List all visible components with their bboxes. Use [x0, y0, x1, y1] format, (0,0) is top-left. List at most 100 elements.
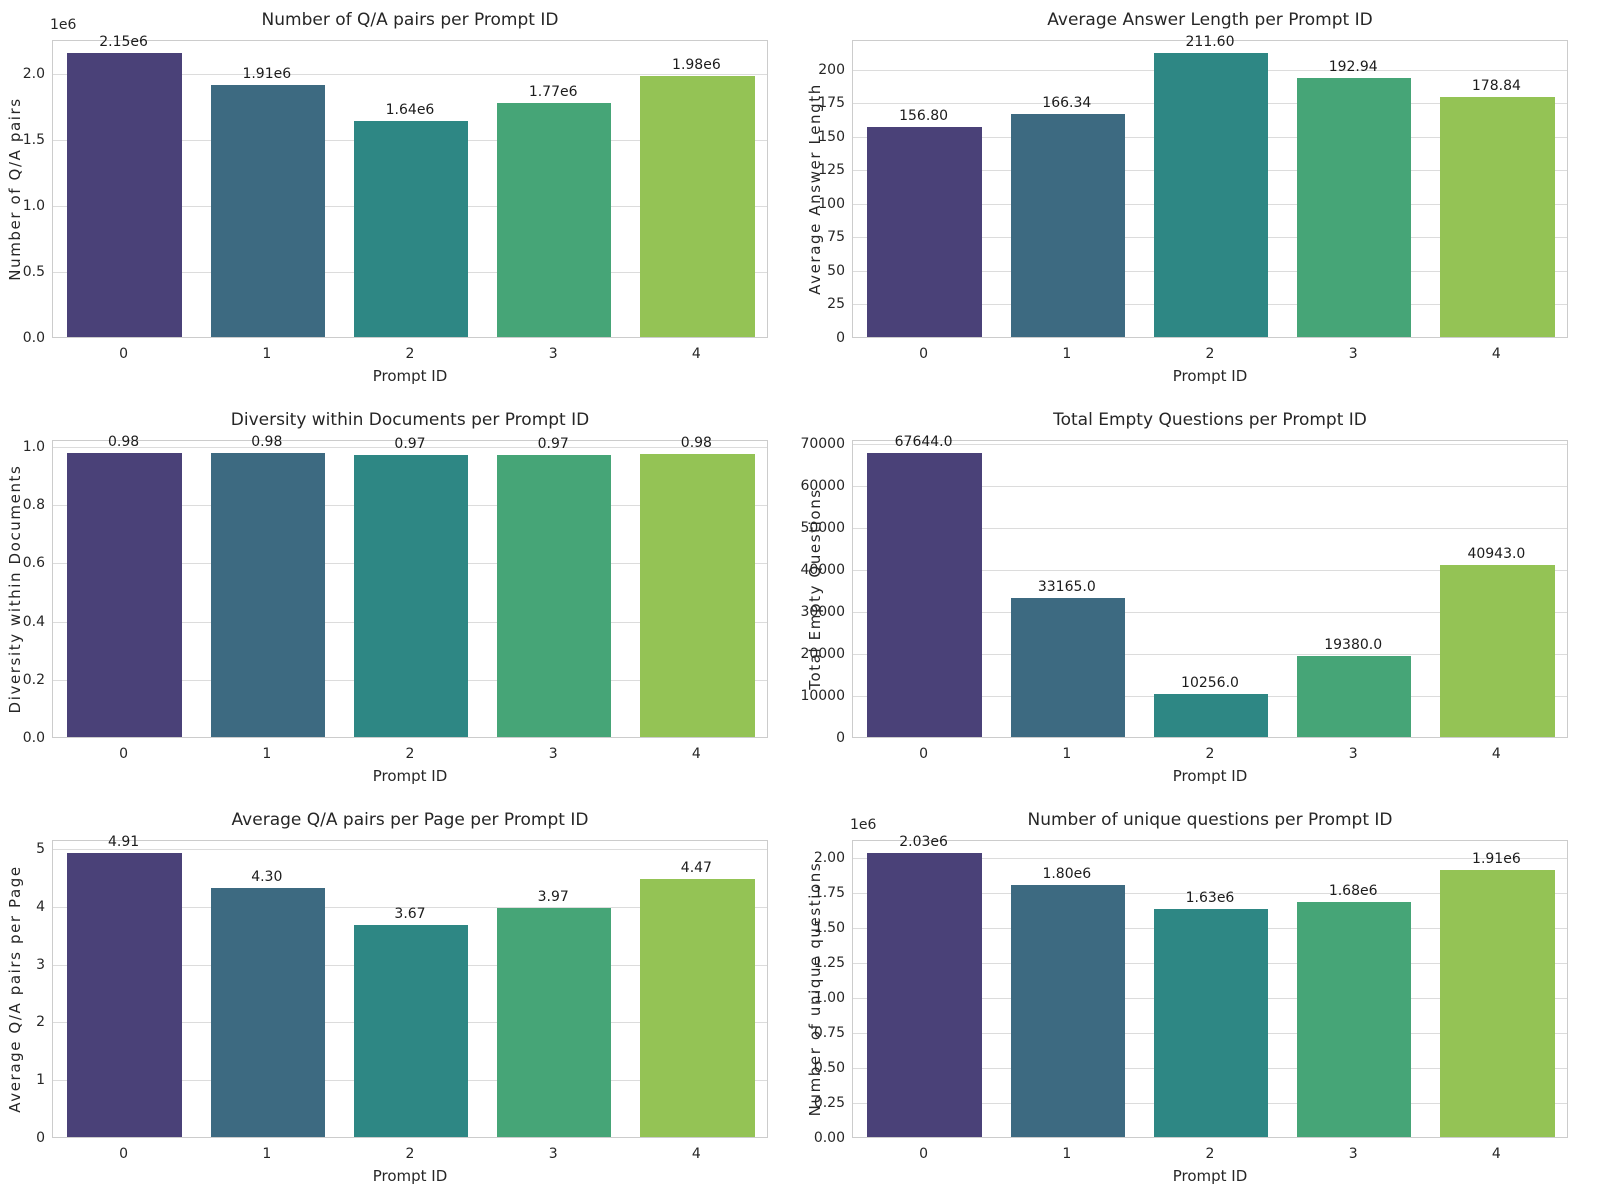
bar-value-label: 3.67 [394, 905, 426, 922]
bar-prompt-1 [210, 453, 326, 737]
gridline [853, 893, 1567, 895]
gridline [853, 444, 1567, 446]
chart-title: Number of Q/A pairs per Prompt ID [261, 10, 559, 30]
y-tick-label: 0.75 [813, 1025, 845, 1042]
y-tick-label: 0.5 [22, 263, 45, 280]
gridline [53, 73, 767, 75]
bar-value-label: 2.03e6 [899, 834, 948, 851]
x-axis-label: Prompt ID [372, 767, 448, 785]
chart-panel-3: Total Empty Questions per Prompt ID Total… [800, 400, 1600, 800]
bar-prompt-2 [1153, 53, 1269, 337]
x-tick-label: 4 [691, 346, 701, 362]
bar-prompt-1 [210, 888, 326, 1137]
y-tick-label: 5 [36, 840, 45, 857]
bar-value-label: 19380.0 [1324, 636, 1383, 653]
gridline [853, 612, 1567, 614]
chart-title: Average Answer Length per Prompt ID [1047, 10, 1373, 30]
x-tick-label: 4 [1491, 746, 1501, 762]
gridline [853, 570, 1567, 572]
bar-value-label: 1.91e6 [1472, 850, 1521, 867]
bar-prompt-4 [1440, 869, 1555, 1137]
y-tick-label: 175 [818, 95, 845, 112]
x-tick-label: 3 [548, 1146, 558, 1162]
gridline [853, 528, 1567, 530]
x-tick-label: 3 [1348, 1146, 1358, 1162]
y-tick-label: 1.50 [813, 920, 845, 937]
bar-prompt-3 [1296, 78, 1412, 337]
x-tick-label: 1 [262, 346, 272, 362]
bar-value-label: 4.47 [680, 859, 712, 876]
bar-prompt-1 [1010, 885, 1126, 1137]
bar-prompt-0 [867, 453, 982, 737]
x-tick-label: 0 [119, 746, 129, 762]
x-tick-label: 3 [548, 346, 558, 362]
y-tick-label: 0.6 [22, 555, 45, 572]
bar-value-label: 0.98 [680, 435, 712, 452]
y-tick-label: 75 [827, 229, 845, 246]
chart-panel-5: Number of unique questions per Prompt ID… [800, 800, 1600, 1200]
bar-value-label: 0.98 [108, 434, 140, 451]
chart-panel-2: Diversity within Documents per Prompt ID… [0, 400, 800, 800]
bar-value-label: 0.97 [537, 436, 569, 453]
y-tick-label: 1.0 [22, 197, 45, 214]
plot-area [52, 840, 768, 1138]
bar-prompt-4 [1440, 565, 1555, 737]
bar-prompt-0 [867, 853, 982, 1137]
bar-prompt-0 [67, 853, 182, 1137]
bar-prompt-2 [1153, 693, 1269, 737]
x-axis-label: Prompt ID [1172, 367, 1248, 385]
bar-value-label: 3.97 [537, 888, 569, 905]
chart-panel-4: Average Q/A pairs per Page per Prompt ID… [0, 800, 800, 1200]
bar-prompt-4 [640, 878, 755, 1137]
gridline [853, 654, 1567, 656]
bar-value-label: 166.34 [1042, 94, 1092, 111]
y-tick-label: 0 [836, 730, 845, 746]
plot-area [852, 840, 1568, 1138]
bar-prompt-3 [496, 455, 612, 737]
x-axis-label: Prompt ID [1172, 1167, 1248, 1185]
y-tick-label: 50000 [800, 520, 845, 537]
bar-value-label: 0.97 [394, 436, 426, 453]
y-tick-label: 125 [818, 162, 845, 179]
bar-value-label: 1.77e6 [528, 84, 578, 101]
x-tick-label: 3 [1348, 746, 1358, 762]
y-axis-offset-label: 1e6 [850, 817, 877, 833]
x-tick-label: 1 [1062, 746, 1072, 762]
gridline [53, 446, 767, 448]
x-tick-label: 2 [405, 1146, 415, 1162]
gridline [853, 858, 1567, 860]
gridline [53, 906, 767, 908]
y-tick-label: 0.0 [22, 730, 45, 746]
y-tick-label: 70000 [800, 436, 845, 453]
x-tick-label: 0 [919, 1146, 929, 1162]
x-tick-label: 1 [1062, 1146, 1072, 1162]
y-tick-label: 100 [818, 195, 845, 212]
y-tick-label: 1.25 [813, 955, 845, 972]
y-tick-label: 0.50 [813, 1060, 845, 1077]
chart-title: Average Q/A pairs per Page per Prompt ID [231, 810, 589, 830]
chart-panel-1: Average Answer Length per Prompt ID Avera… [800, 0, 1600, 400]
bar-prompt-2 [353, 924, 469, 1137]
x-tick-label: 0 [919, 746, 929, 762]
bar-prompt-4 [640, 454, 755, 737]
x-tick-label: 2 [1205, 746, 1215, 762]
bar-prompt-1 [1010, 113, 1126, 337]
x-axis-label: Prompt ID [372, 1167, 448, 1185]
y-tick-label: 25 [827, 296, 845, 313]
x-tick-label: 2 [405, 746, 415, 762]
bar-value-label: 1.63e6 [1185, 890, 1235, 907]
y-tick-label: 40000 [800, 562, 845, 579]
gridline [53, 848, 767, 850]
bar-prompt-4 [1440, 97, 1555, 337]
chart-title: Number of unique questions per Prompt ID [1027, 810, 1393, 830]
chart-title: Diversity within Documents per Prompt ID [230, 410, 590, 430]
chart-title: Total Empty Questions per Prompt ID [1053, 410, 1367, 430]
bar-value-label: 192.94 [1328, 59, 1378, 76]
chart-panel-0: Number of Q/A pairs per Prompt ID 1e6 Numb… [0, 0, 800, 400]
bar-value-label: 33165.0 [1037, 578, 1096, 595]
bar-value-label: 4.30 [251, 869, 283, 886]
y-tick-label: 3 [36, 956, 45, 973]
bar-value-label: 178.84 [1471, 78, 1521, 95]
y-tick-label: 1 [36, 1072, 45, 1089]
x-tick-label: 0 [119, 346, 129, 362]
